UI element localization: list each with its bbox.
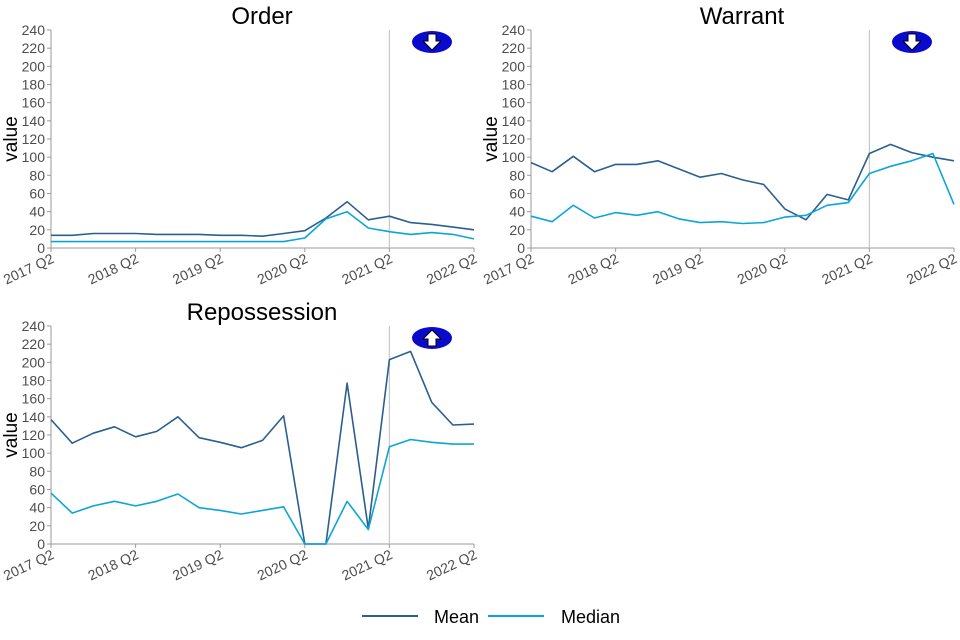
y-axis-label: value — [481, 116, 502, 161]
y-tick-label: 160 — [22, 95, 46, 111]
y-tick-label: 140 — [502, 113, 526, 129]
y-tick-label: 0 — [517, 240, 525, 256]
panel-warrant: Warrant value 0 20 40 60 80 100 120 140 160 180 200 2… — [481, 3, 960, 287]
x-tick-label: 2018 Q2 — [565, 250, 621, 287]
x-tick-label: 2020 Q2 — [255, 546, 311, 583]
y-tick-label: 120 — [22, 131, 46, 147]
legend-label-mean: Mean — [434, 607, 479, 627]
series-line-median — [50, 438, 474, 545]
y-tick-label: 80 — [29, 463, 45, 479]
y-tick-label: 80 — [509, 167, 525, 183]
y-tick-label: 160 — [502, 95, 526, 111]
x-tick-label: 2022 Q2 — [424, 250, 480, 287]
x-tick-label: 2018 Q2 — [85, 546, 141, 583]
y-tick-label: 120 — [22, 427, 46, 443]
x-tick-label: 2022 Q2 — [904, 250, 960, 287]
x-tick-label: 2019 Q2 — [170, 546, 226, 583]
x-tick-label: 2017 Q2 — [1, 546, 57, 583]
y-tick-label: 120 — [502, 131, 526, 147]
y-tick-label: 40 — [29, 500, 45, 516]
y-tick-label: 140 — [22, 409, 46, 425]
panel-title: Warrant — [700, 3, 785, 30]
down-arrow-icon — [412, 31, 452, 53]
panel-repossession: Repossession value 0 20 40 60 80 100 120 140 160 18… — [1, 299, 480, 583]
y-tick-label: 20 — [509, 222, 525, 238]
x-tick-label: 2017 Q2 — [1, 250, 57, 287]
x-tick-label: 2021 Q2 — [339, 250, 395, 287]
y-axis-label: value — [1, 412, 22, 457]
y-tick-label: 200 — [22, 58, 46, 74]
y-axis-label: value — [1, 116, 22, 161]
panel-title: Repossession — [187, 299, 338, 326]
trend-arrow — [901, 33, 923, 51]
down-arrow-icon — [892, 31, 932, 53]
series-line-median — [530, 152, 955, 225]
trend-arrow — [421, 33, 443, 51]
x-tick-label: 2018 Q2 — [85, 250, 141, 287]
y-tick-label: 100 — [22, 149, 46, 165]
y-tick-label: 40 — [29, 204, 45, 220]
y-tick-label: 240 — [502, 22, 526, 38]
y-tick-label: 0 — [37, 536, 45, 552]
panel-title: Order — [231, 3, 292, 30]
y-tick-label: 240 — [22, 22, 46, 38]
x-tick-label: 2021 Q2 — [819, 250, 875, 287]
y-tick-label: 20 — [29, 518, 45, 534]
y-tick-label: 200 — [22, 354, 46, 370]
y-tick-label: 220 — [22, 40, 46, 56]
y-tick-label: 160 — [22, 391, 46, 407]
series-line-mean — [50, 350, 475, 545]
x-tick-label: 2020 Q2 — [735, 250, 791, 287]
y-tick-label: 180 — [22, 77, 46, 93]
y-tick-label: 140 — [22, 113, 46, 129]
series-line-mean — [51, 200, 475, 237]
y-tick-label: 20 — [29, 222, 45, 238]
y-tick-label: 100 — [502, 149, 526, 165]
y-tick-label: 60 — [509, 186, 525, 202]
x-tick-label: 2019 Q2 — [170, 250, 226, 287]
y-tick-label: 220 — [502, 40, 526, 56]
x-tick-label: 2017 Q2 — [481, 250, 537, 287]
panel-order: Order value 0 20 40 60 80 100 120 140 160 180 200 220… — [1, 3, 480, 287]
y-tick-label: 220 — [22, 336, 46, 352]
legend: Mean Median — [362, 607, 620, 627]
y-tick-label: 200 — [502, 58, 526, 74]
x-tick-label: 2019 Q2 — [650, 250, 706, 287]
y-tick-label: 100 — [22, 445, 46, 461]
y-tick-label: 40 — [509, 204, 525, 220]
x-tick-label: 2022 Q2 — [424, 546, 480, 583]
y-tick-label: 180 — [22, 373, 46, 389]
x-tick-label: 2020 Q2 — [255, 250, 311, 287]
y-tick-label: 240 — [22, 318, 46, 334]
x-tick-label: 2021 Q2 — [339, 546, 395, 583]
y-tick-label: 60 — [29, 482, 45, 498]
y-tick-label: 80 — [29, 167, 45, 183]
y-tick-label: 0 — [37, 240, 45, 256]
y-tick-label: 60 — [29, 186, 45, 202]
series-line-median — [51, 210, 475, 243]
y-tick-label: 180 — [502, 77, 526, 93]
legend-label-median: Median — [561, 607, 620, 627]
up-arrow-icon — [412, 327, 452, 349]
trend-arrow — [421, 329, 443, 347]
series-line-mean — [530, 143, 955, 221]
